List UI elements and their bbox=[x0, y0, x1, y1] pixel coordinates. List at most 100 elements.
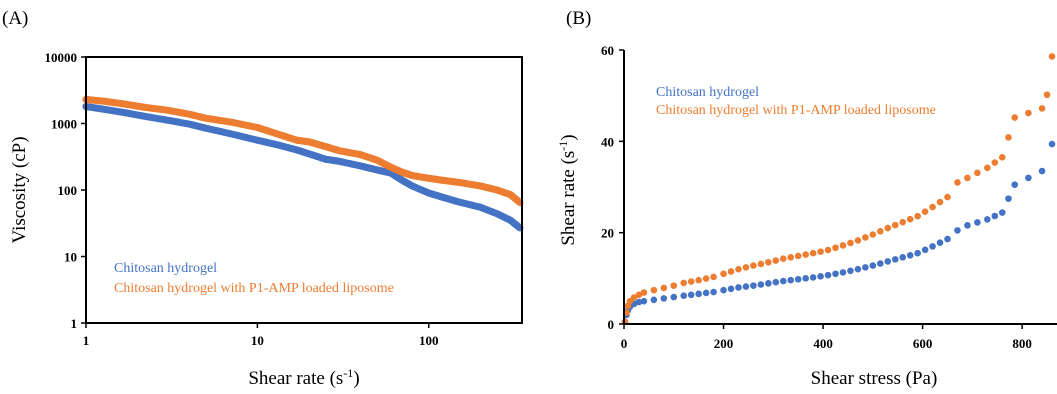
panel-b-series-1-point bbox=[929, 243, 936, 250]
panel-b-series-1-point bbox=[710, 288, 717, 296]
panel-b-x-tick-label: 400 bbox=[813, 336, 833, 351]
panel-b-x-tick-label: 600 bbox=[913, 336, 933, 351]
panel-b-series-2-point bbox=[727, 268, 735, 275]
panel-b-x-tick-label: 800 bbox=[1012, 336, 1032, 351]
panel-b-series-1-point bbox=[772, 278, 780, 286]
panel-b-series-1-point bbox=[817, 272, 824, 280]
panel-b-series-1-point bbox=[914, 249, 921, 257]
panel-b-series-1-point bbox=[640, 297, 648, 305]
panel-b-series-2-point bbox=[832, 244, 839, 252]
panel-a-y-tick-label: 10 bbox=[64, 250, 77, 265]
panel-b-series-1-point bbox=[794, 275, 802, 283]
panel-b-series-1-point bbox=[635, 298, 643, 306]
panel-b-series-2-point bbox=[839, 242, 847, 249]
panel-b-series-2-point bbox=[877, 227, 884, 235]
panel-b-series-2-point bbox=[772, 257, 780, 264]
panel-b-series-1-point bbox=[809, 274, 817, 281]
panel-b-series-1-point bbox=[735, 284, 742, 291]
panel-b-series-2-point bbox=[735, 265, 742, 273]
panel-b-series-1-point bbox=[779, 277, 787, 285]
panel-b-series-2-point bbox=[1043, 91, 1051, 99]
panel-b-y-tick-label: 60 bbox=[601, 43, 614, 58]
panel-b-series-2-point bbox=[914, 212, 921, 220]
panel-b-series-2-point bbox=[802, 251, 809, 258]
panel-a-y-tick-label: 1000 bbox=[51, 117, 77, 132]
panel-b-series-1-point bbox=[650, 296, 658, 304]
panel-a-y-tick-label: 100 bbox=[58, 183, 78, 198]
panel-b-legend-liposome: Chitosan hydrogel with P1-AMP loaded lip… bbox=[656, 103, 936, 118]
panel-b-series-2-point bbox=[687, 278, 695, 285]
panel-b-series-1-point bbox=[1011, 181, 1018, 189]
panel-b-series-2-point bbox=[817, 248, 824, 255]
panel-b-series-1-point bbox=[680, 292, 688, 299]
panel-b-x-tick-label: 0 bbox=[621, 336, 628, 351]
panel-b-series-1-point bbox=[1038, 167, 1046, 175]
panel-a-x-tick-label: 1 bbox=[83, 333, 90, 348]
panel-b-series-2-point bbox=[757, 260, 765, 268]
panel-b-series-2-point bbox=[1038, 105, 1046, 112]
panel-b-series-2-point bbox=[680, 279, 688, 287]
panel-b-series-1-point bbox=[1005, 195, 1012, 202]
panel-b-series-2-point bbox=[640, 289, 648, 296]
panel-b-series-2-point bbox=[630, 294, 638, 301]
panel-b-series-1-point bbox=[862, 264, 869, 271]
panel-a-label: (A) bbox=[2, 8, 28, 29]
panel-b-series-2-point bbox=[720, 270, 727, 278]
panel-a-legend-liposome: Chitosan hydrogel with P1-AMP loaded lip… bbox=[114, 281, 394, 296]
panel-b-series-2-point bbox=[750, 262, 757, 269]
panel-b-series-2-point bbox=[944, 193, 951, 201]
panel-b-series-1-point bbox=[1025, 174, 1032, 182]
panel-b-series-2-point bbox=[809, 249, 817, 257]
panel-b-series-1-point bbox=[944, 235, 951, 243]
panel-b-series-1-point bbox=[974, 219, 981, 226]
panel-b-series-1-point bbox=[1048, 140, 1056, 148]
panel-b-series-2-point bbox=[906, 215, 914, 223]
panel-b-series-2-point bbox=[635, 291, 643, 299]
panel-b-series-2-point bbox=[710, 273, 717, 281]
panel-b-series-2-point bbox=[862, 234, 869, 241]
panel-b-series-2-point bbox=[974, 169, 981, 177]
panel-b-x-axis-title: Shear stress (Pa) bbox=[811, 368, 938, 389]
panel-b-series-2-point bbox=[929, 203, 936, 211]
panel-b-series-2-point bbox=[891, 221, 899, 229]
panel-b-series-1-point bbox=[921, 246, 929, 254]
panel-b-y-tick-label: 20 bbox=[601, 226, 614, 241]
panel-b-series-2-point bbox=[779, 255, 787, 262]
panel-b-series-1-point bbox=[802, 275, 809, 282]
panel-a-y-tick-label: 10000 bbox=[45, 50, 78, 65]
panel-b-series-2-point bbox=[854, 237, 862, 244]
panel-b-series-1-point bbox=[742, 283, 750, 290]
panel-b-y-tick-label: 40 bbox=[601, 134, 614, 149]
panel-b-series-2-point bbox=[921, 208, 929, 215]
panel-b-label: (B) bbox=[566, 8, 591, 29]
panel-a-x-tick-label: 100 bbox=[419, 333, 439, 348]
panel-b-series-1-point bbox=[824, 271, 832, 279]
panel-b-series-2-point bbox=[1011, 114, 1018, 121]
panel-b: (B) 0 200 400 600 800 0 20 40 60 Shear stress (P… bbox=[556, 8, 1057, 389]
panel-b-series-1-point bbox=[964, 222, 971, 229]
panel-b-series-2-point bbox=[869, 231, 877, 238]
panel-b-series-1-point bbox=[877, 260, 884, 267]
panel-b-series-2-point bbox=[899, 218, 907, 226]
panel-a-x-axis-title: Shear rate (s-1) bbox=[248, 366, 359, 389]
panel-b-series-2-point bbox=[847, 239, 854, 247]
panel-b-series-1-point bbox=[720, 286, 727, 294]
panel-b-y-axis-title: Shear rate (s-1) bbox=[556, 134, 579, 245]
panel-b-series-2-point bbox=[787, 254, 795, 261]
panel-b-series-1-point bbox=[695, 290, 702, 298]
panel-b-series-1-point bbox=[702, 289, 710, 297]
panel-b-series-2-point bbox=[742, 264, 750, 271]
panel-b-series-1-point bbox=[891, 256, 899, 263]
panel-b-series-2-point bbox=[964, 174, 971, 182]
panel-b-x-tick-label: 200 bbox=[714, 336, 734, 351]
panel-b-series-2-point bbox=[884, 224, 892, 232]
panel-b-series-1-point bbox=[998, 209, 1006, 216]
panel-a-y-axis-title: Viscosity (cP) bbox=[9, 136, 30, 243]
panel-b-series-1-point bbox=[765, 280, 772, 287]
panel-b-series-1-point bbox=[660, 295, 668, 302]
panel-a-legend-chitosan: Chitosan hydrogel bbox=[114, 261, 217, 276]
panel-b-series-1-point bbox=[869, 262, 877, 269]
panel-b-series-1-point bbox=[839, 269, 847, 276]
panel-b-series-1-point bbox=[787, 276, 795, 284]
panel-b-series-1-point bbox=[670, 293, 678, 301]
